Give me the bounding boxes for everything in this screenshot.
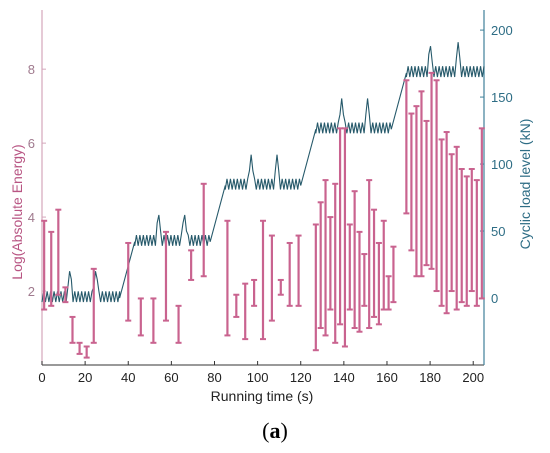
energy-range-bar [48,230,55,307]
right-tick-label: 200 [491,23,513,38]
energy-range-bar [55,208,62,296]
left-tick-label: 6 [28,136,35,151]
energy-range-bar [463,175,470,307]
energy-range-bar [317,201,324,330]
x-tick-label: 0 [38,370,45,385]
x-tick-label: 120 [290,370,312,385]
x-tick-label: 40 [121,370,135,385]
tick-labels: 0 20 40 60 80 100 120 140 160 180 2002468050100150… [28,23,513,385]
energy-range-bar [268,234,275,322]
energy-range-bar [41,219,48,311]
dual-axis-chart: 0 20 40 60 80 100 120 140 160 180 2002468050100150… [9,10,533,404]
right-tick-label: 0 [491,291,498,306]
energy-range-bar [162,230,169,322]
energy-range-bar [458,168,465,304]
right-tick-label: 150 [491,90,513,105]
right-y-axis-label: Cyclic load level (kN) [517,119,533,250]
energy-range-bar [90,267,97,344]
energy-range-bar [62,286,69,304]
right-tick-label: 100 [491,157,513,172]
energy-range-bar [346,223,353,311]
energy-range-bar [390,245,397,304]
energy-range-bar [356,230,363,333]
energy-range-bar [341,127,348,348]
energy-range-bar [286,241,293,307]
energy-range-bar [125,241,132,322]
x-tick-label: 140 [333,370,355,385]
energy-series [41,71,485,359]
energy-range-bar [443,131,450,315]
energy-range-bar [295,234,302,307]
energy-range-bar [200,182,207,278]
energy-range-bar [361,253,368,307]
energy-range-bar [251,278,258,307]
energy-range-bar [242,282,249,341]
right-tick-label: 50 [491,224,505,239]
energy-range-bar [418,90,425,278]
left-tick-label: 2 [28,284,35,299]
energy-range-bar [69,315,76,344]
energy-range-bar [188,249,195,281]
energy-range-bar [371,208,378,318]
energy-range-bar [224,219,231,337]
left-tick-label: 8 [28,62,35,77]
energy-range-bar [375,241,382,326]
energy-range-bar [327,216,334,311]
energy-range-bar [137,297,144,337]
energy-range-bar [76,341,83,355]
energy-range-bar [478,127,485,300]
energy-range-bar [453,145,460,311]
energy-range-bar [448,153,455,293]
x-tick-label: 180 [419,370,441,385]
energy-range-bar [175,304,182,344]
energy-range-bar [150,297,157,344]
energy-range-bar [423,119,430,267]
load-line [41,42,485,303]
energy-range-bar [83,345,90,359]
left-y-axis-label: Log(Absolute Energy) [9,144,25,279]
energy-range-bar [403,79,410,215]
energy-range-bar [468,168,475,293]
energy-range-bar [433,79,440,293]
energy-range-bar [408,112,415,252]
panel-label: (a) [262,418,288,443]
load-series [41,42,485,303]
x-tick-label: 160 [376,370,398,385]
energy-range-bar [332,182,339,344]
x-tick-label: 20 [78,370,92,385]
energy-range-bar [277,278,284,296]
energy-range-bar [385,275,392,311]
x-axis-label: Running time (s) [211,388,314,404]
x-tick-label: 200 [462,370,484,385]
energy-range-bar [322,179,329,337]
energy-range-bar [473,179,480,307]
energy-range-bar [233,293,240,318]
left-tick-label: 4 [28,210,35,225]
energy-range-bar [366,179,373,330]
energy-range-bar [413,105,420,278]
x-tick-label: 60 [164,370,178,385]
x-tick-label: 80 [207,370,221,385]
energy-range-bar [312,223,319,352]
x-tick-label: 100 [247,370,269,385]
energy-range-bar [351,190,358,330]
energy-range-bar [438,138,445,307]
energy-range-bar [428,71,435,270]
energy-range-bar [260,219,266,341]
